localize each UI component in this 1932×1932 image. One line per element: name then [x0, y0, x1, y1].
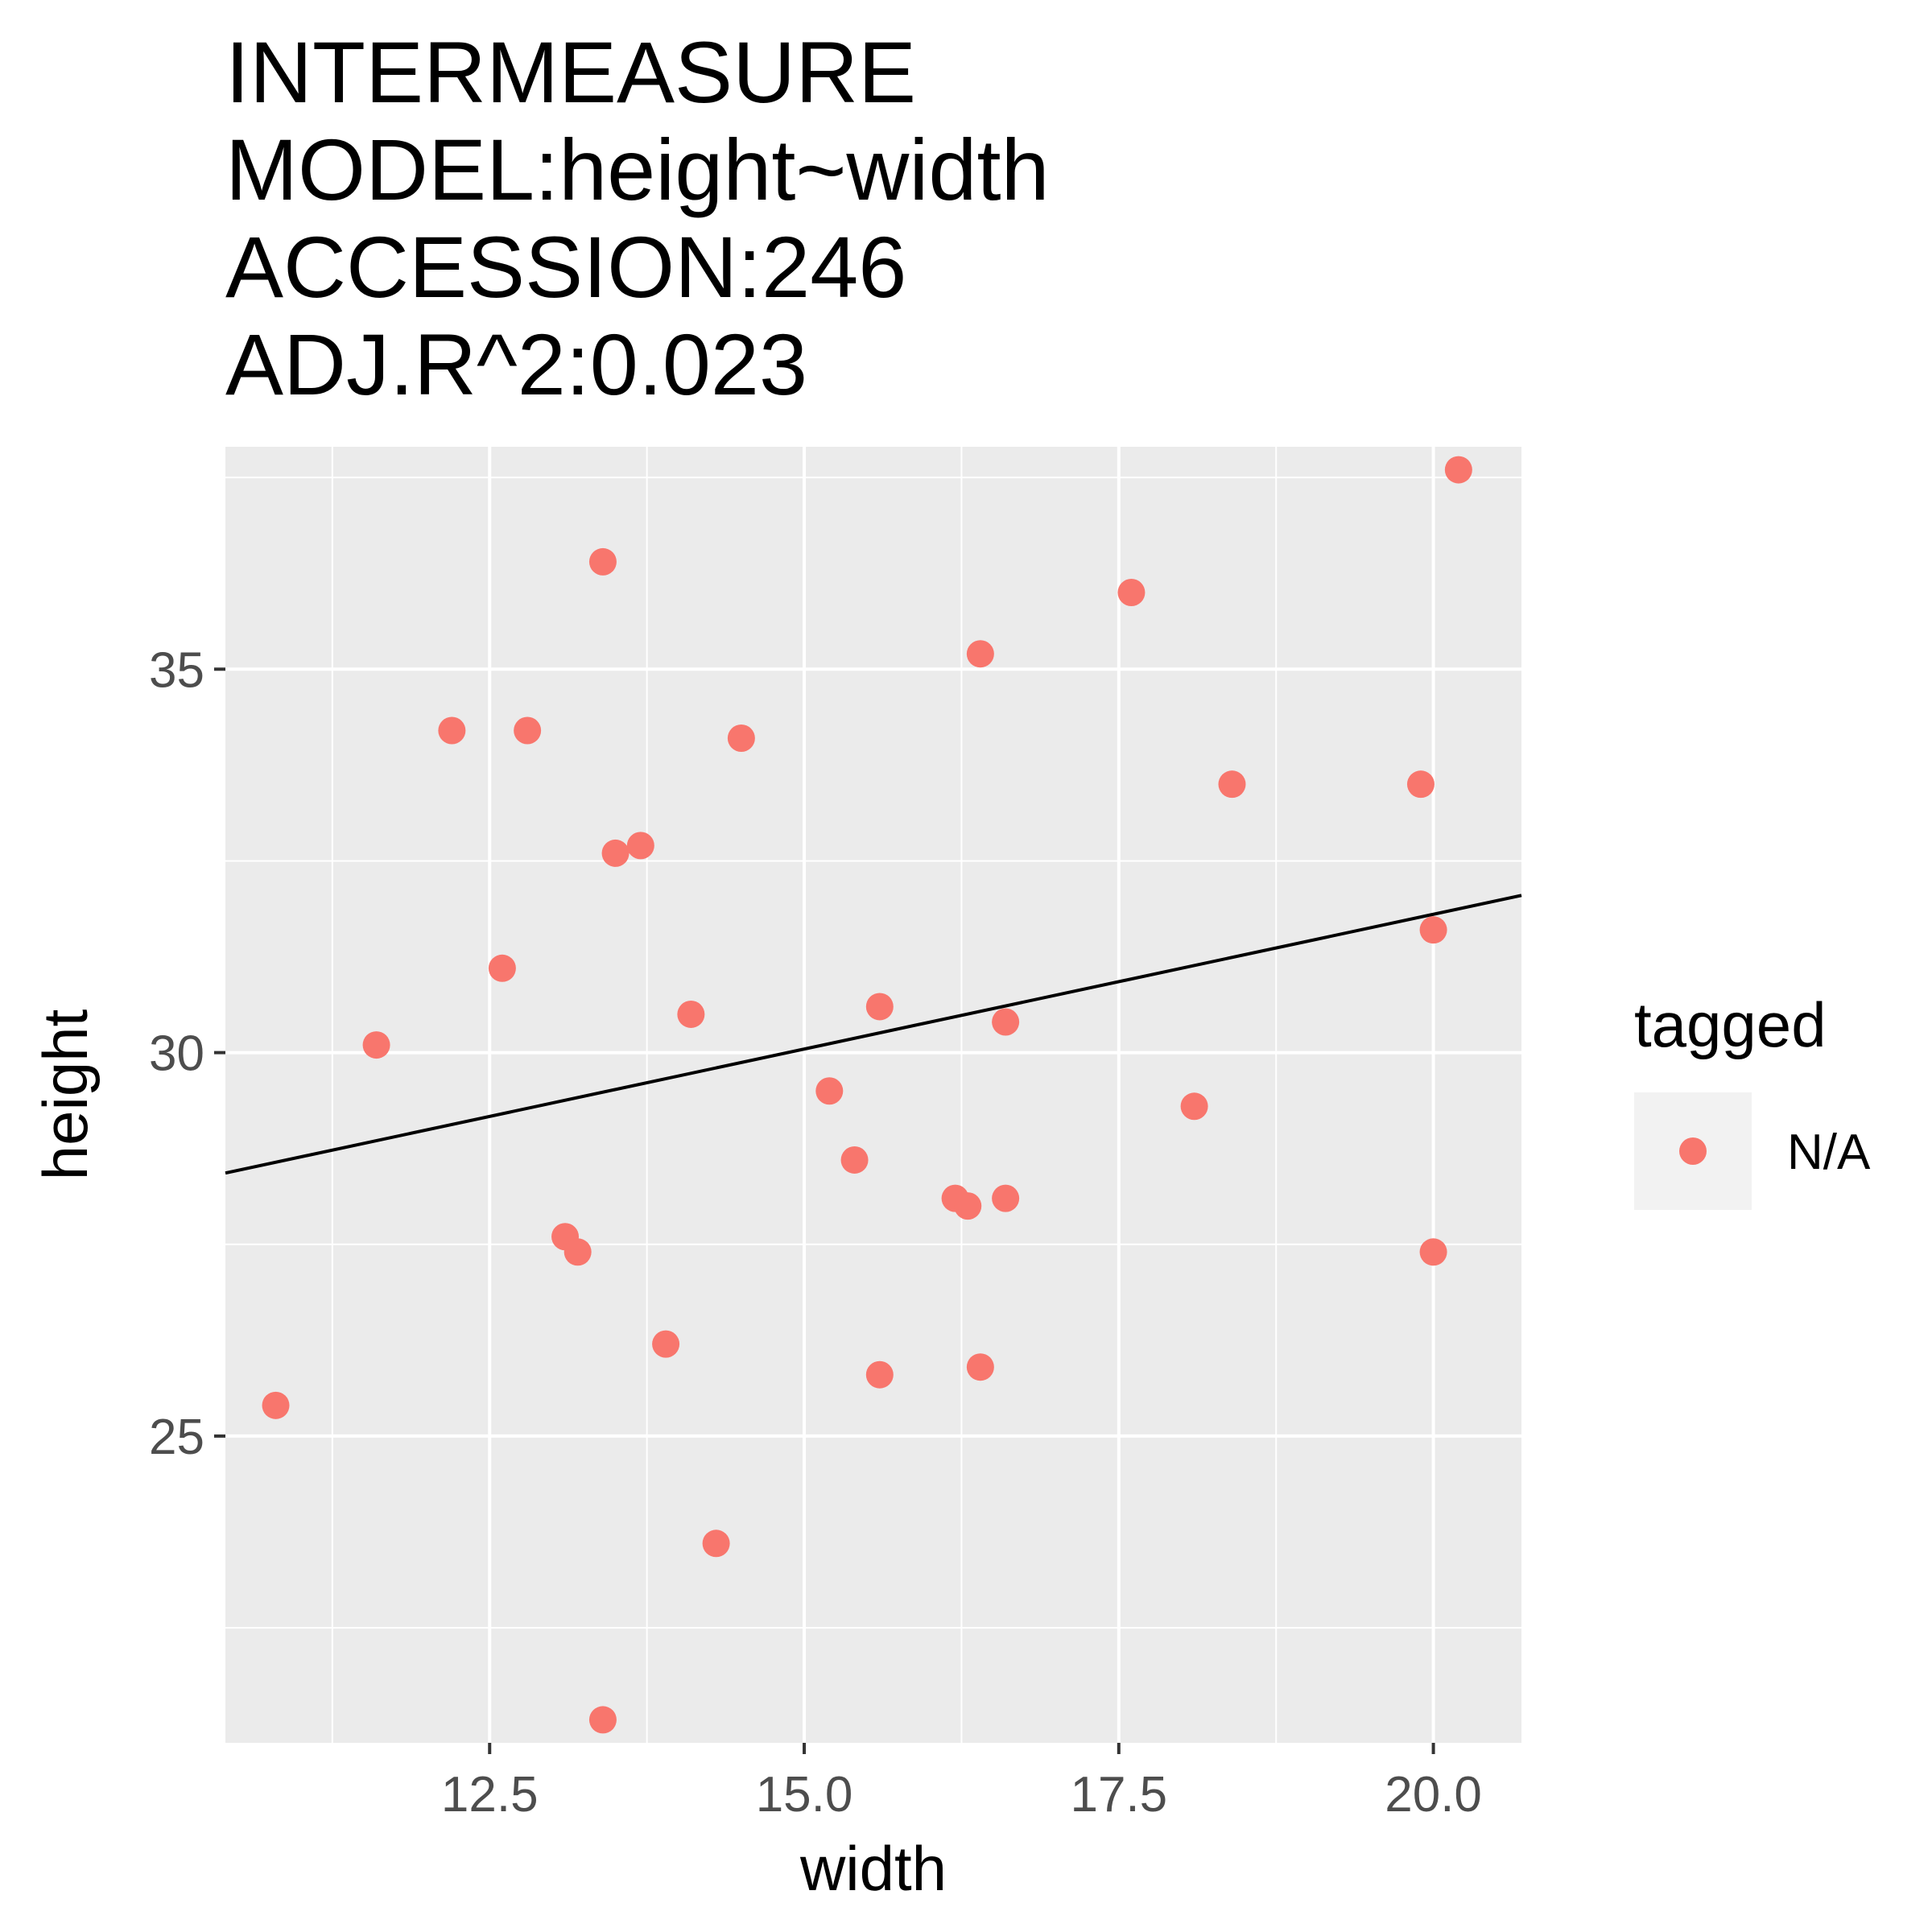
title-line-1: INTERMEASURE — [225, 23, 916, 121]
data-point-2 — [438, 716, 466, 745]
data-point-9 — [601, 839, 630, 867]
data-point-15 — [815, 1077, 844, 1105]
y-tick-label-2: 35 — [149, 642, 204, 698]
major-gridlines — [225, 447, 1521, 1743]
y-axis-title: height — [30, 1009, 101, 1180]
data-point-14 — [727, 724, 755, 753]
x-tick-label-3: 20.0 — [1385, 1767, 1482, 1823]
data-point-10 — [626, 832, 654, 860]
legend-title: tagged — [1634, 989, 1827, 1060]
legend-label-na: N/A — [1787, 1125, 1871, 1180]
data-point-23 — [992, 1008, 1020, 1036]
trend-line-layer — [225, 894, 1522, 1175]
data-point-31 — [1444, 456, 1472, 484]
plot-panel — [225, 447, 1521, 1743]
y-axis: 25 30 35 — [149, 642, 225, 1465]
data-point-24 — [992, 1184, 1020, 1212]
data-point-22 — [966, 1353, 994, 1381]
data-point-16 — [840, 1146, 869, 1174]
x-tick-label-2: 17.5 — [1070, 1767, 1167, 1823]
data-point-21 — [966, 640, 994, 668]
chart-title: INTERMEASURE MODEL:height~width ACCESSIO… — [225, 23, 1050, 413]
title-line-3: ACCESSION:246 — [225, 218, 906, 316]
data-point-18 — [865, 1360, 894, 1389]
data-point-29 — [1419, 916, 1447, 944]
x-tick-label-1: 15.0 — [756, 1767, 853, 1823]
title-line-4: ADJ.R^2:0.023 — [225, 316, 807, 413]
data-point-8 — [588, 1706, 617, 1734]
minor-gridlines — [225, 447, 1521, 1743]
data-point-28 — [1406, 770, 1435, 799]
data-point-13 — [702, 1530, 730, 1558]
x-axis: 12.5 15.0 17.5 20.0 — [441, 1743, 1482, 1823]
data-point-17 — [865, 993, 894, 1021]
regression-line — [225, 894, 1522, 1175]
y-tick-label-1: 30 — [149, 1026, 204, 1082]
data-point-30 — [1419, 1238, 1447, 1266]
x-axis-title: width — [799, 1833, 947, 1904]
title-line-2: MODEL:height~width — [225, 121, 1050, 218]
data-point-20 — [954, 1192, 982, 1220]
data-point-0 — [262, 1391, 290, 1419]
data-points — [262, 456, 1472, 1734]
data-point-26 — [1180, 1092, 1208, 1121]
data-point-25 — [1117, 579, 1146, 607]
data-point-1 — [362, 1031, 390, 1059]
legend: tagged N/A — [1634, 989, 1871, 1210]
y-tick-label-0: 25 — [149, 1410, 204, 1465]
x-tick-label-0: 12.5 — [441, 1767, 539, 1823]
data-point-27 — [1218, 770, 1246, 799]
data-point-4 — [514, 716, 542, 745]
data-point-7 — [588, 547, 617, 576]
legend-key-swatch — [1679, 1137, 1707, 1165]
data-point-3 — [488, 954, 516, 982]
data-point-12 — [677, 1000, 705, 1028]
data-point-6 — [564, 1238, 592, 1266]
data-point-11 — [652, 1330, 680, 1358]
